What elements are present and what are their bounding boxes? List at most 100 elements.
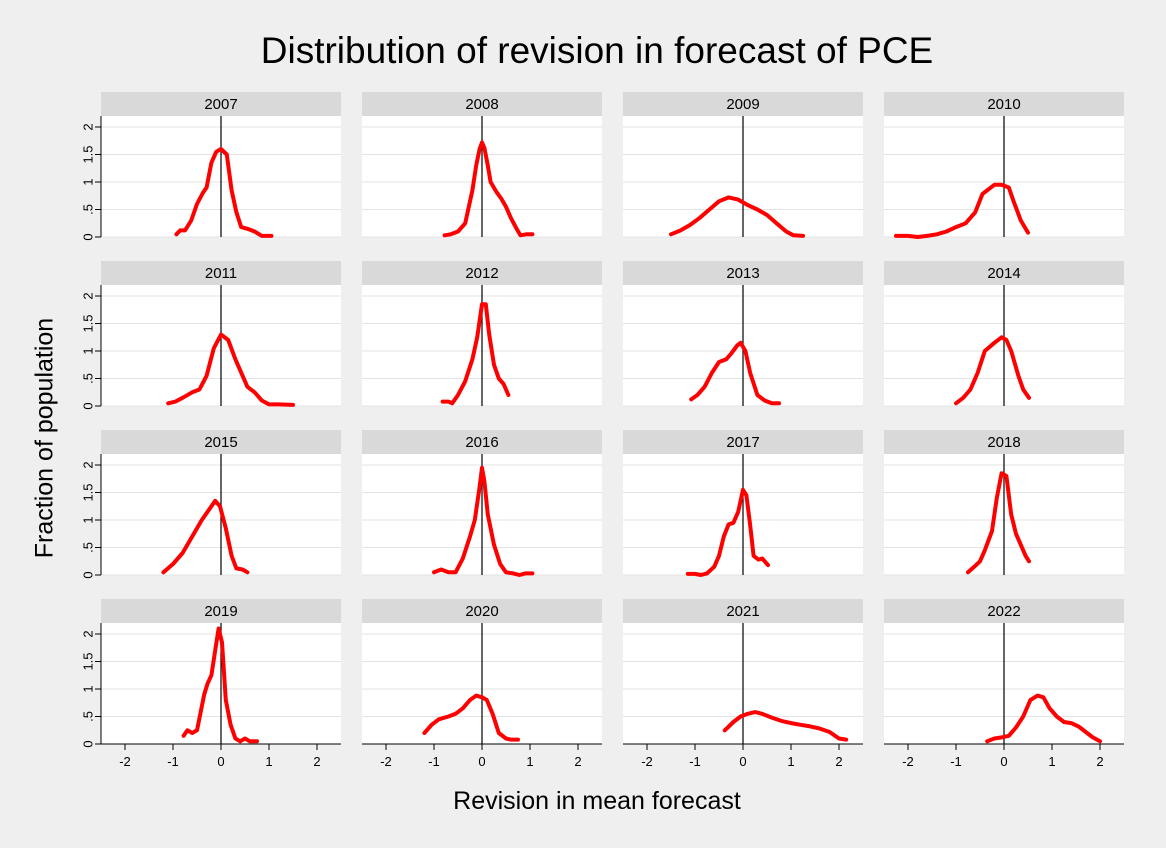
y-tick-label: 1.5	[80, 145, 95, 163]
y-tick-label: 1	[80, 516, 95, 523]
panel-header	[362, 599, 602, 623]
panel-header	[101, 92, 341, 116]
y-tick-label: 1	[80, 347, 95, 354]
panel-2014: 2014	[884, 261, 1124, 407]
x-tick-label: -2	[902, 754, 914, 769]
x-tick-label: 2	[835, 754, 842, 769]
density-line	[894, 182, 1030, 239]
y-tick-label: 1	[80, 178, 95, 185]
panel-header	[362, 261, 602, 285]
panel-label: 2010	[987, 96, 1020, 113]
chart-title: Distribution of revision in forecast of …	[260, 30, 934, 71]
density-line	[422, 693, 520, 742]
panel-2010: 2010	[884, 92, 1124, 239]
x-tick-label: 0	[739, 754, 746, 769]
panel-label: 2014	[987, 265, 1020, 282]
x-tick-label: 2	[574, 754, 581, 769]
panel-header	[623, 92, 863, 116]
x-tick-label: -1	[167, 754, 179, 769]
y-tick-label: 2	[80, 461, 95, 468]
y-tick-label: .5	[80, 711, 95, 722]
y-tick-label: 1.5	[80, 652, 95, 670]
panel-2020: 2020 -2 -1 0 1 2	[362, 599, 602, 769]
density-line	[685, 487, 770, 577]
panel-header	[101, 261, 341, 285]
y-tick-label: 2	[80, 292, 95, 299]
x-tick-label: -1	[689, 754, 701, 769]
panel-label: 2018	[987, 434, 1020, 451]
panel-2018: 2018	[884, 430, 1124, 576]
panel-label: 2009	[726, 96, 759, 113]
y-tick-label: .5	[80, 204, 95, 215]
panel-2009: 2009	[623, 92, 863, 238]
panel-header	[623, 430, 863, 454]
panel-header	[623, 261, 863, 285]
y-tick-label: 2	[80, 630, 95, 637]
x-tick-label: -2	[380, 754, 392, 769]
y-tick-label: 0	[80, 402, 95, 409]
x-tick-label: 1	[1048, 754, 1055, 769]
panel-label: 2013	[726, 265, 759, 282]
density-line	[432, 465, 535, 577]
x-tick-label: 0	[1000, 754, 1007, 769]
y-tick-label: 0	[80, 571, 95, 578]
panel-header	[101, 599, 341, 623]
panel-2008: 2008	[362, 92, 602, 238]
y-tick-label: 2	[80, 123, 95, 130]
x-tick-label: 1	[265, 754, 272, 769]
density-line	[966, 471, 1031, 575]
y-tick-label: .5	[80, 373, 95, 384]
y-tick-label: 0	[80, 740, 95, 747]
density-line	[166, 332, 295, 407]
density-line	[954, 335, 1031, 406]
panel-header	[884, 430, 1124, 454]
panel-2015: 2015 0 .5 1 1.5 2	[80, 430, 341, 579]
x-tick-label: 1	[526, 754, 533, 769]
panel-2019: 2019 0 .5 1 1.5 2 -2 -1 0 1 2	[80, 599, 341, 769]
panel-2012: 2012	[362, 261, 602, 407]
x-tick-label: -2	[119, 754, 131, 769]
x-tick-label: 0	[217, 754, 224, 769]
x-tick-label: 0	[478, 754, 485, 769]
panel-header	[362, 430, 602, 454]
y-tick-label: 1	[80, 685, 95, 692]
panel-label: 2020	[465, 603, 498, 620]
density-line	[442, 140, 535, 238]
x-tick-label: 2	[313, 754, 320, 769]
panel-label: 2022	[987, 603, 1020, 620]
x-tick-label: -1	[428, 754, 440, 769]
density-line	[181, 626, 259, 744]
x-tick-label: 2	[1096, 754, 1103, 769]
y-tick-label: 0	[80, 233, 95, 240]
panel-2013: 2013	[623, 261, 863, 407]
panel-label: 2015	[204, 434, 237, 451]
panel-label: 2021	[726, 603, 759, 620]
x-tick-label: -2	[641, 754, 653, 769]
panel-label: 2016	[465, 434, 498, 451]
density-line	[161, 498, 250, 575]
panel-header	[884, 92, 1124, 116]
panel-2021: 2021 -2 -1 0 1 2	[623, 599, 863, 769]
panel-label: 2019	[204, 603, 237, 620]
panel-header	[884, 599, 1124, 623]
density-line	[722, 710, 849, 742]
panel-2016: 2016	[362, 430, 602, 577]
panel-header	[101, 430, 341, 454]
y-tick-label: .5	[80, 542, 95, 553]
panel-header	[623, 599, 863, 623]
panel-label: 2011	[205, 265, 237, 282]
x-axis-label: Revision in mean forecast	[453, 787, 741, 815]
y-tick-label: 1.5	[80, 314, 95, 332]
y-tick-label: 1.5	[80, 483, 95, 501]
density-line	[440, 302, 511, 406]
panel-header	[362, 92, 602, 116]
density-line	[689, 340, 781, 406]
panel-2022: 2022 -2 -1 0 1 2	[884, 599, 1124, 769]
density-line	[669, 195, 805, 238]
density-line	[985, 693, 1102, 744]
panel-label: 2007	[204, 96, 237, 113]
panel-header	[884, 261, 1124, 285]
density-line	[174, 147, 274, 238]
panel-2011: 2011 0 .5 1 1.5 2	[80, 261, 341, 410]
